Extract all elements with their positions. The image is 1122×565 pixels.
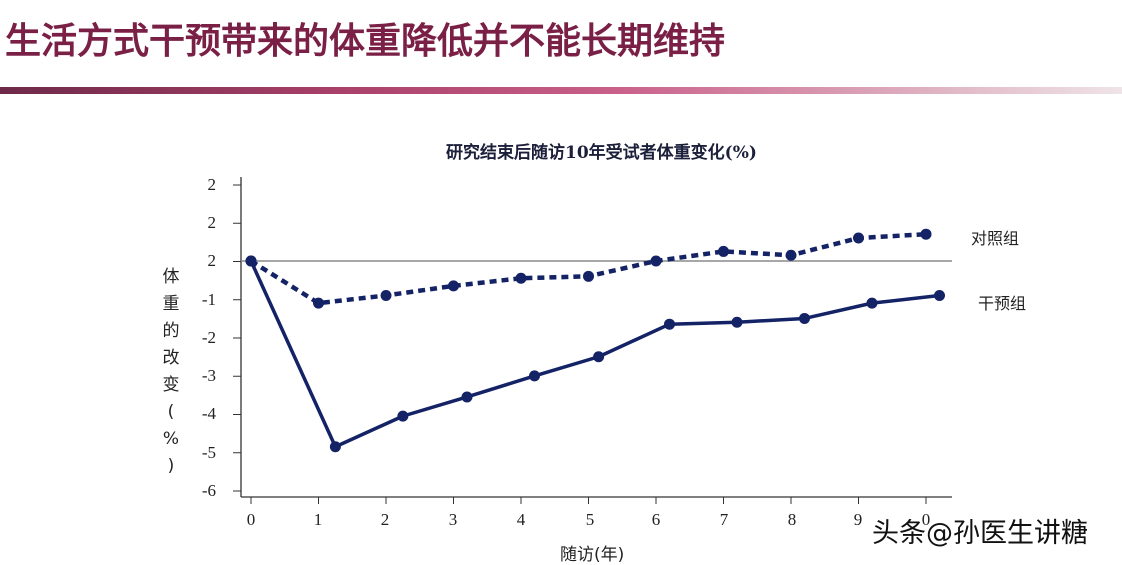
data-point-marker [461,391,473,403]
y-axis-label-char: % [162,429,180,449]
y-tick-label: -1 [201,290,216,309]
y-tick-label: -6 [201,481,216,500]
data-point-marker [397,410,409,422]
y-tick-label: -4 [201,404,216,423]
data-point-marker [515,272,527,284]
y-axis-label-char: 改 [162,348,180,368]
control-group-line [249,231,927,306]
y-axis-label-char: 体 [162,267,180,287]
y-axis-label-char: 变 [162,375,180,395]
x-tick-label: 1 [313,510,323,529]
y-axis-label-char: 重 [162,294,180,314]
data-point-marker [593,351,605,363]
page-title: 生活方式干预带来的体重降低并不能长期维持 [5,21,726,62]
y-axis-label: 体 重 的 改 变 ( % ) [160,264,182,480]
y-tick-label: -2 [201,328,216,347]
y-tick-label: -5 [201,443,216,462]
data-point-marker [718,245,729,257]
data-point-marker [853,232,864,244]
data-point-marker [866,297,878,309]
data-point-marker [529,370,540,382]
chart-series [245,228,945,453]
x-tick-label: 9 [853,510,863,529]
y-tick-label: 2 [207,251,217,270]
data-point-marker [583,270,594,282]
data-point-marker [380,289,392,301]
watermark: 头条@孙医生讲糖 [872,518,1088,549]
data-point-marker [785,249,797,261]
legend-intervention-group: 干预组 [978,294,1027,313]
data-point-marker [313,297,324,309]
x-tick-label: 4 [516,510,526,529]
data-point-marker [650,255,662,267]
data-point-marker [934,289,945,301]
y-tick-label: -3 [201,366,216,385]
y-tick-label: 2 [207,175,217,194]
title-divider [0,87,1122,94]
data-point-marker [731,316,743,328]
data-point-marker [920,228,932,240]
y-axis-label-char: ) [167,456,175,476]
data-point-marker [245,255,257,267]
chart-axes [233,177,952,504]
data-point-marker [799,312,810,324]
x-tick-label: 0 [921,510,931,529]
x-tick-label: 3 [448,510,458,529]
y-axis-label-char: 的 [162,321,180,341]
chart-title: 研究结束后随访10年受试者体重变化(%) [446,143,757,163]
data-point-marker [448,280,459,292]
x-tick-label: 8 [787,510,797,529]
data-point-marker [664,318,675,330]
x-tick-label: 0 [246,510,256,529]
x-axis-label: 随访(年) [560,545,625,565]
data-point-marker [329,441,341,453]
x-tick-label: 5 [585,510,595,529]
y-axis-label-char: ( [167,402,175,422]
x-tick-label: 2 [380,510,390,529]
x-tick-label: 6 [651,510,661,529]
x-tick-label: 7 [719,510,729,529]
legend-control-group: 对照组 [971,229,1020,248]
y-tick-label: 2 [207,213,217,232]
